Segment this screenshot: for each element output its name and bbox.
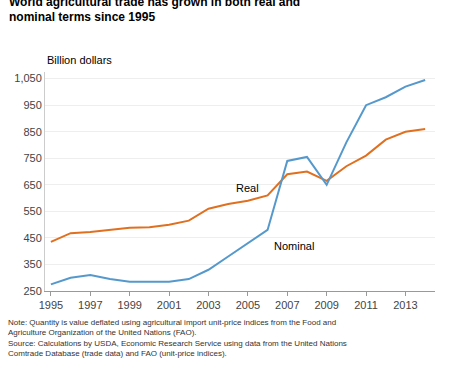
svg-text:Real: Real [236, 182, 259, 194]
svg-text:Note: Quantity is value deflat: Note: Quantity is value deflated using a… [8, 318, 347, 358]
svg-text:2011: 2011 [354, 299, 378, 311]
svg-text:750: 750 [23, 152, 41, 164]
svg-text:2005: 2005 [236, 299, 260, 311]
svg-text:2003: 2003 [196, 299, 220, 311]
svg-text:2009: 2009 [314, 299, 338, 311]
svg-text:950: 950 [23, 99, 41, 111]
svg-text:1995: 1995 [39, 299, 63, 311]
svg-text:World agricultural trade has g: World agricultural trade has grown in bo… [9, 0, 300, 24]
svg-text:2001: 2001 [157, 299, 181, 311]
svg-text:550: 550 [23, 205, 41, 217]
svg-text:250: 250 [23, 285, 41, 297]
svg-text:1,050: 1,050 [14, 72, 42, 84]
svg-text:850: 850 [23, 126, 41, 138]
svg-text:Nominal: Nominal [274, 240, 314, 252]
svg-text:1999: 1999 [117, 299, 141, 311]
svg-text:Billion dollars: Billion dollars [47, 54, 112, 66]
svg-text:2013: 2013 [393, 299, 417, 311]
svg-text:650: 650 [23, 179, 41, 191]
svg-text:2007: 2007 [275, 299, 299, 311]
svg-text:350: 350 [23, 258, 41, 270]
svg-text:450: 450 [23, 232, 41, 244]
svg-text:1997: 1997 [78, 299, 102, 311]
